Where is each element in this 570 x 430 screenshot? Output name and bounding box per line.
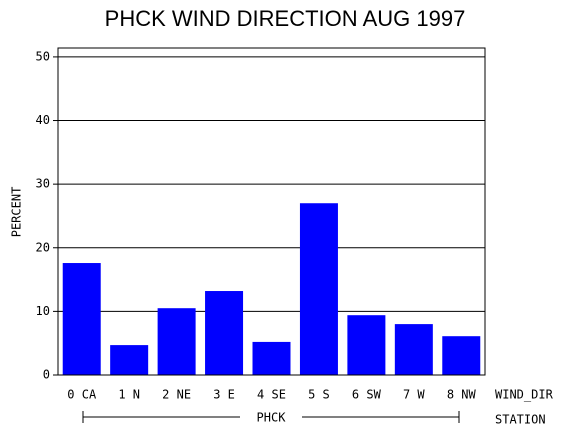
bar	[252, 341, 291, 375]
y-tick-label: 10	[36, 304, 50, 318]
y-axis-label: PERCENT	[10, 187, 24, 238]
y-tick-label: 20	[36, 240, 50, 254]
bar	[110, 345, 149, 375]
x-tick-label: 0 CA	[67, 388, 97, 402]
bar	[62, 263, 101, 375]
bar	[442, 336, 481, 375]
x-tick-label: 8 NW	[447, 388, 477, 402]
y-tick-label: 50	[36, 49, 50, 63]
bar	[394, 324, 433, 375]
bar	[205, 291, 244, 375]
plot-frame	[57, 47, 486, 376]
chart-title: PHCK WIND DIRECTION AUG 1997	[105, 6, 466, 31]
y-tick-label: 40	[36, 113, 50, 127]
x-tick-label: 5 S	[308, 388, 330, 402]
x-tick-label: 4 SE	[257, 388, 286, 402]
group-axis-label: STATION	[495, 413, 546, 427]
x-tick-label: 1 N	[118, 388, 140, 402]
x-tick-label: 7 W	[403, 388, 425, 402]
bar	[347, 315, 386, 375]
x-axis-label: WIND_DIR	[495, 388, 554, 402]
y-tick-label: 30	[36, 177, 50, 191]
x-tick-label: 6 SW	[352, 388, 382, 402]
bar	[299, 203, 338, 375]
bar	[157, 308, 196, 375]
y-tick-label: 0	[43, 368, 50, 382]
x-tick-label: 3 E	[213, 388, 235, 402]
x-tick-label: 2 NE	[162, 388, 191, 402]
group-label: PHCK	[257, 411, 287, 425]
